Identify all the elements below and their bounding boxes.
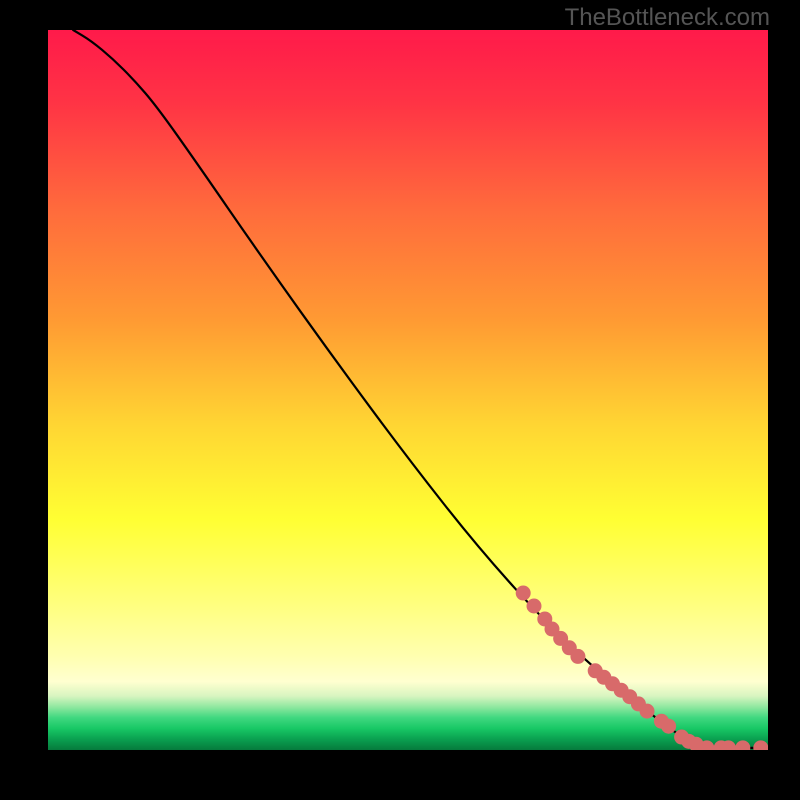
watermark-text: TheBottleneck.com bbox=[565, 4, 770, 32]
plot-area bbox=[48, 30, 768, 750]
chart-frame: TheBottleneck.com bbox=[0, 0, 800, 800]
data-marker bbox=[516, 586, 531, 601]
data-marker bbox=[570, 649, 585, 664]
data-marker bbox=[640, 704, 655, 719]
gradient-background bbox=[48, 30, 768, 750]
data-marker bbox=[661, 719, 676, 734]
data-marker bbox=[527, 599, 542, 614]
